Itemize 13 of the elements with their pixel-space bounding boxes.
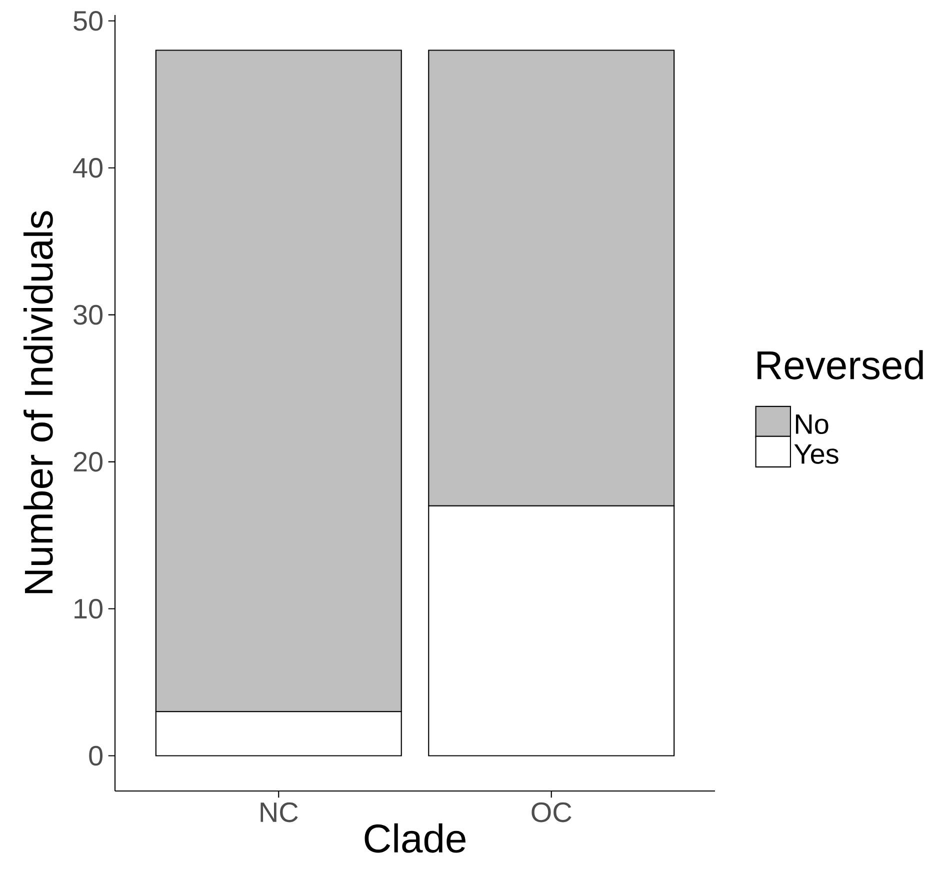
legend-title: Reversed (758, 350, 923, 380)
y-tick-label: 30 (74, 304, 103, 325)
y-tick-label: 50 (74, 10, 103, 31)
x-tick-label: OC (532, 802, 572, 822)
y-tick-label: 40 (73, 158, 103, 178)
x-tick-label: NC (260, 802, 298, 822)
legend-label: Yes (794, 444, 838, 464)
y-axis-title: Number of Individuals (24, 211, 53, 594)
y-tick-label: 0 (89, 746, 103, 766)
x-axis-title: Clade (364, 823, 466, 853)
y-tick-label: 10 (74, 598, 103, 619)
y-tick-label: 20 (74, 452, 103, 472)
legend-label: No (796, 414, 828, 434)
